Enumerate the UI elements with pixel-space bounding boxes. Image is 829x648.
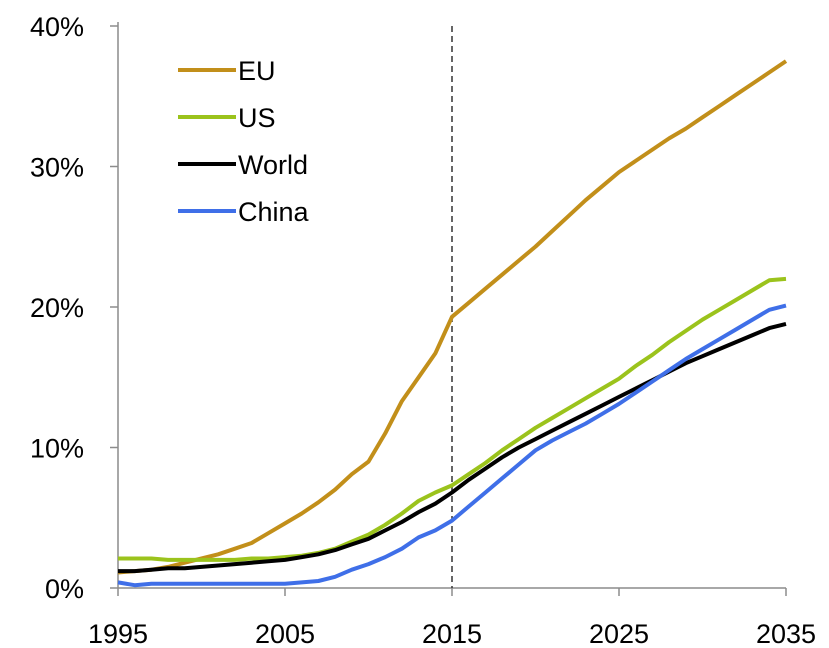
x-tick-label: 2035	[756, 619, 816, 648]
series-lines	[117, 59, 788, 588]
y-axis-ticks: 0% 10% 20% 30% 40%	[30, 12, 118, 604]
legend-label-world: World	[238, 150, 308, 180]
x-tick-label: 2015	[422, 619, 482, 648]
legend-label-eu: EU	[238, 56, 276, 86]
legend: EU US World China	[178, 56, 310, 227]
legend-label-china: China	[238, 197, 310, 227]
y-tick-label: 0%	[45, 574, 84, 604]
y-tick-label: 30%	[30, 153, 84, 183]
x-tick-label: 1995	[88, 619, 148, 648]
x-axis-ticks: 1995 2005 2015 2025 2035	[88, 588, 816, 648]
legend-label-us: US	[238, 103, 276, 133]
y-tick-label: 40%	[30, 12, 84, 42]
series-line-us	[118, 276, 787, 562]
x-tick-label: 2025	[589, 619, 649, 648]
y-tick-label: 10%	[30, 434, 84, 464]
series-line-eu	[117, 59, 788, 575]
y-tick-label: 20%	[30, 293, 84, 323]
x-tick-label: 2005	[255, 619, 315, 648]
series-line-china	[117, 303, 787, 588]
